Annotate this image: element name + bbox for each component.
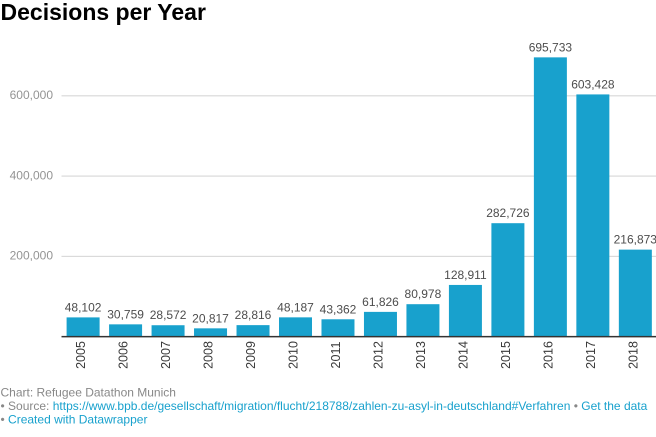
svg-text:80,978: 80,978 <box>405 287 442 301</box>
svg-text:2005: 2005 <box>74 341 88 369</box>
svg-text:200,000: 200,000 <box>10 249 54 263</box>
svg-text:2015: 2015 <box>499 341 513 369</box>
svg-text:Decisions per Year: Decisions per Year <box>1 0 206 25</box>
svg-text:• Source: https://www.bpb.de/g: • Source: https://www.bpb.de/gesellschaf… <box>1 399 648 413</box>
svg-text:600,000: 600,000 <box>10 88 54 102</box>
svg-text:61,826: 61,826 <box>362 295 399 309</box>
svg-text:Chart: Refugee Datathon Munich: Chart: Refugee Datathon Munich <box>1 386 176 400</box>
svg-text:2012: 2012 <box>372 341 386 369</box>
svg-text:128,911: 128,911 <box>444 268 487 282</box>
svg-text:400,000: 400,000 <box>10 168 54 182</box>
svg-text:603,428: 603,428 <box>571 77 615 91</box>
svg-text:28,816: 28,816 <box>235 308 272 322</box>
svg-text:2007: 2007 <box>159 341 173 369</box>
svg-text:2010: 2010 <box>287 341 301 369</box>
svg-text:28,572: 28,572 <box>150 308 187 322</box>
svg-text:2014: 2014 <box>456 341 470 369</box>
svg-text:48,102: 48,102 <box>65 300 102 314</box>
svg-text:48,187: 48,187 <box>277 300 314 314</box>
svg-text:2008: 2008 <box>202 341 216 369</box>
svg-text:282,726: 282,726 <box>486 206 530 220</box>
svg-text:20,817: 20,817 <box>192 311 229 325</box>
svg-text:2011: 2011 <box>329 342 343 369</box>
svg-text:2018: 2018 <box>626 341 640 369</box>
svg-text:• Created with Datawrapper: • Created with Datawrapper <box>1 412 148 426</box>
svg-text:695,733: 695,733 <box>529 40 573 54</box>
svg-text:2017: 2017 <box>584 341 598 369</box>
svg-text:2009: 2009 <box>244 341 258 369</box>
svg-text:43,362: 43,362 <box>320 302 357 316</box>
svg-text:216,873: 216,873 <box>614 233 656 247</box>
svg-text:2016: 2016 <box>541 341 555 369</box>
svg-text:30,759: 30,759 <box>107 307 144 321</box>
svg-text:2013: 2013 <box>414 341 428 369</box>
svg-text:2006: 2006 <box>117 341 131 369</box>
